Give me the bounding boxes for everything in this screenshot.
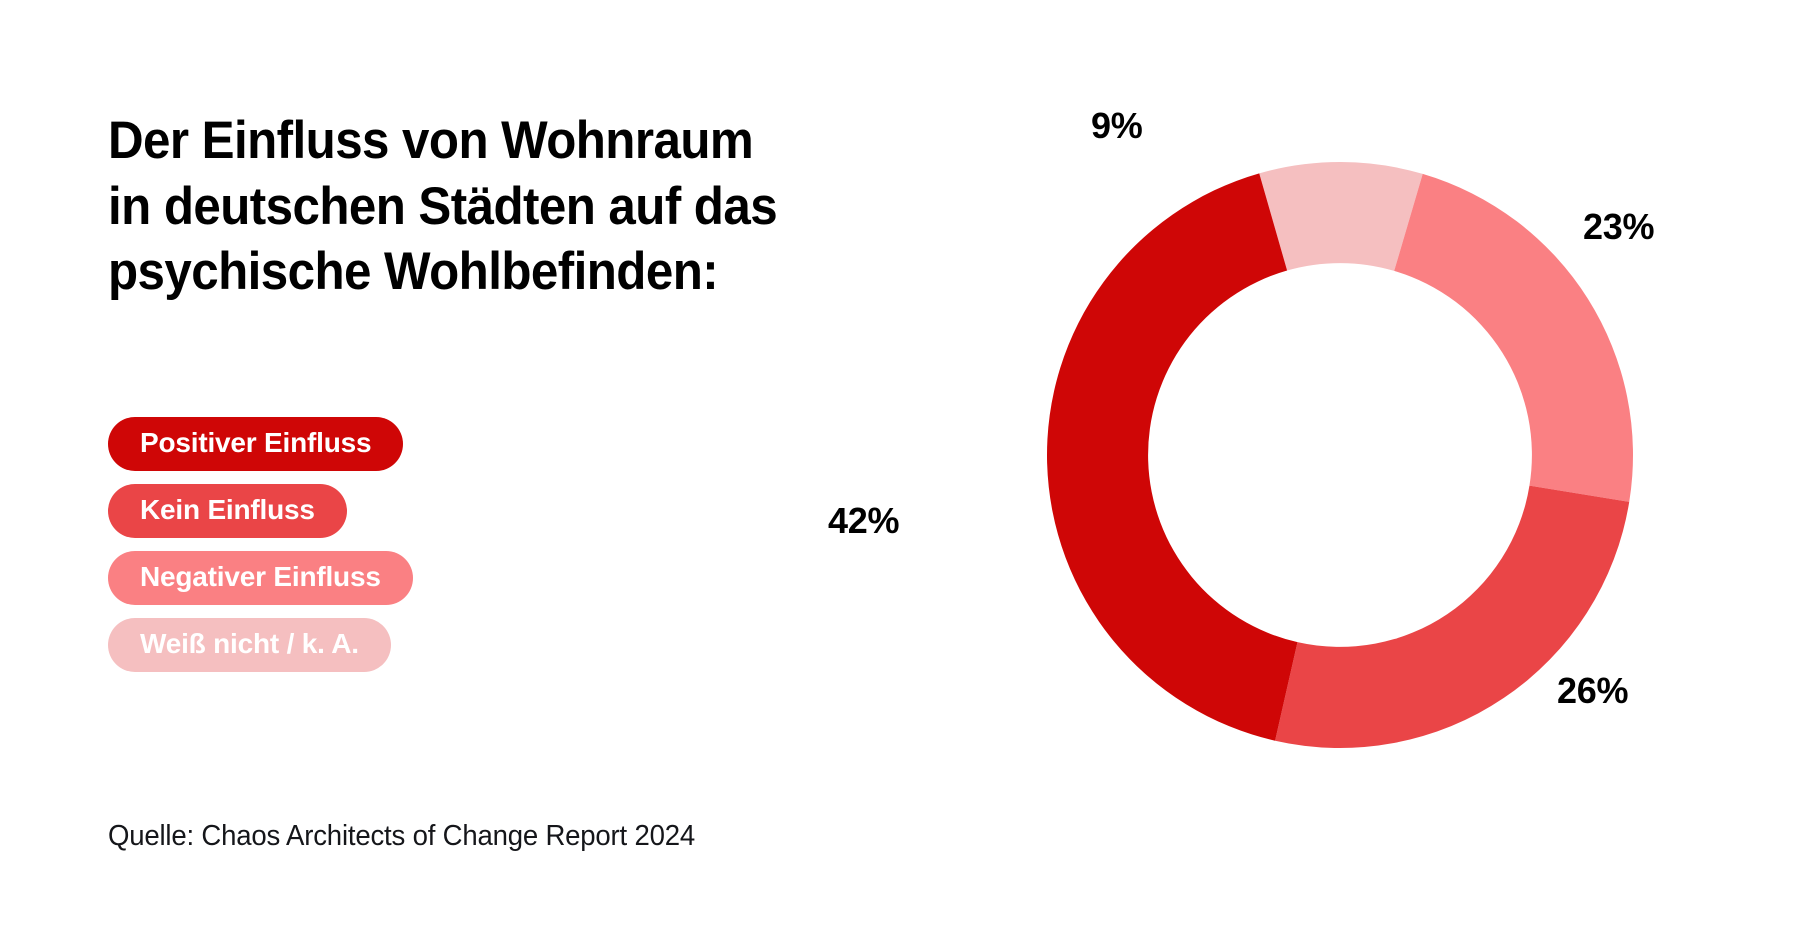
slice-value-label-0: 9% (1091, 105, 1143, 146)
chart-legend: Positiver Einfluss Kein Einfluss Negativer… (108, 417, 413, 672)
title-block: Der Einfluss von Wohnraum in deutschen S… (108, 108, 938, 305)
donut-chart: 9% 23% 26% 42% (828, 70, 1740, 870)
donut-slice-3[interactable] (1047, 173, 1298, 741)
slice-value-label-2: 26% (1557, 670, 1629, 711)
donut-svg (1047, 162, 1633, 748)
legend-item-3[interactable]: Weiß nicht / k. A. (108, 618, 391, 672)
chart-title: Der Einfluss von Wohnraum in deutschen S… (108, 111, 778, 302)
source-note: Quelle: Chaos Architects of Change Repor… (108, 820, 696, 852)
donut-slice-group (1047, 162, 1633, 748)
donut-slice-2[interactable] (1275, 485, 1630, 748)
legend-item-label: Negativer Einfluss (140, 561, 381, 592)
donut-slice-0[interactable] (1259, 162, 1423, 271)
legend-item-label: Positiver Einfluss (140, 427, 372, 458)
slice-value-label-3: 42% (828, 500, 900, 541)
legend-item-label: Weiß nicht / k. A. (140, 628, 359, 659)
slice-value-label-1: 23% (1583, 206, 1655, 247)
legend-item-1[interactable]: Kein Einfluss (108, 484, 347, 538)
legend-item-label: Kein Einfluss (140, 494, 315, 525)
legend-item-0[interactable]: Positiver Einfluss (108, 417, 404, 471)
donut-slice-1[interactable] (1394, 173, 1633, 502)
legend-item-2[interactable]: Negativer Einfluss (108, 551, 413, 605)
